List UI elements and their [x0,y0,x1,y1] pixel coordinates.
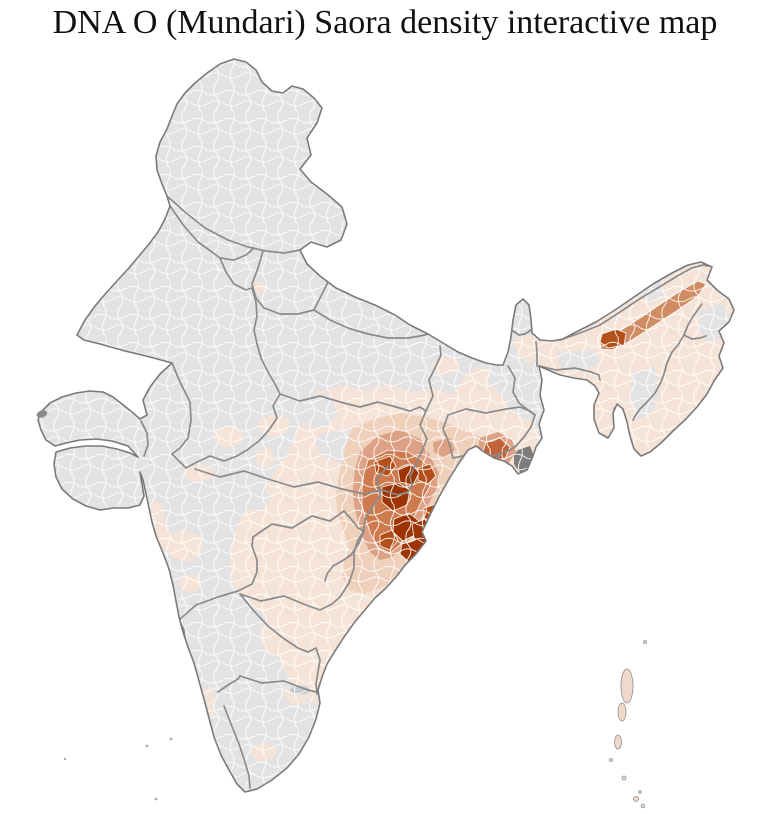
andaman-nicobar-islands[interactable] [609,640,647,809]
state-boundaries [140,195,710,789]
lakshadweep-islands [63,737,173,801]
page-title: DNA O (Mundari) Saora density interactiv… [52,4,718,41]
kutch-island [36,410,48,418]
